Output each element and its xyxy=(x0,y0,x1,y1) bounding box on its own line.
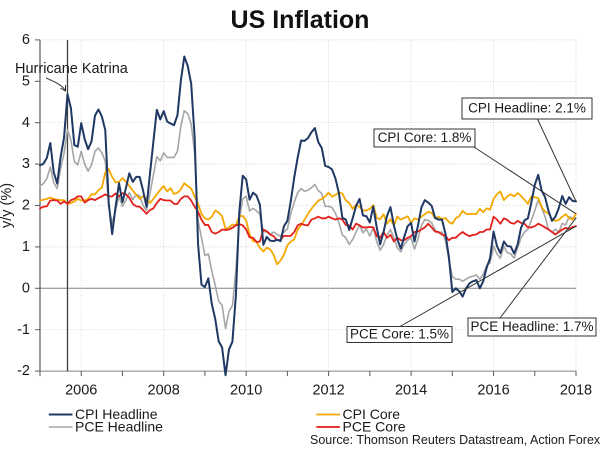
svg-text:0: 0 xyxy=(22,280,30,296)
svg-text:Hurricane Katrina: Hurricane Katrina xyxy=(15,61,129,77)
svg-text:1: 1 xyxy=(22,239,30,255)
svg-text:2008: 2008 xyxy=(148,383,180,399)
svg-text:-2: -2 xyxy=(17,363,30,379)
svg-text:3: 3 xyxy=(22,156,30,172)
svg-text:2006: 2006 xyxy=(65,383,97,399)
svg-text:2016: 2016 xyxy=(477,383,509,399)
svg-text:-1: -1 xyxy=(17,322,30,338)
svg-text:PCE Core: 1.5%: PCE Core: 1.5% xyxy=(350,327,449,342)
svg-text:4: 4 xyxy=(22,115,30,131)
svg-text:PCE Headline: PCE Headline xyxy=(75,419,163,435)
svg-text:y/y (%): y/y (%) xyxy=(0,183,15,228)
svg-text:2010: 2010 xyxy=(230,383,262,399)
svg-text:2014: 2014 xyxy=(395,383,427,399)
svg-text:Source: Thomson Reuters Datast: Source: Thomson Reuters Datastream, Acti… xyxy=(310,433,600,447)
svg-text:CPI Headline: 2.1%: CPI Headline: 2.1% xyxy=(468,101,586,116)
svg-text:2012: 2012 xyxy=(312,383,344,399)
svg-text:CPI Core: 1.8%: CPI Core: 1.8% xyxy=(378,130,472,145)
svg-text:2: 2 xyxy=(22,198,30,214)
svg-text:2018: 2018 xyxy=(560,383,592,399)
svg-text:PCE Headline: 1.7%: PCE Headline: 1.7% xyxy=(470,319,593,334)
